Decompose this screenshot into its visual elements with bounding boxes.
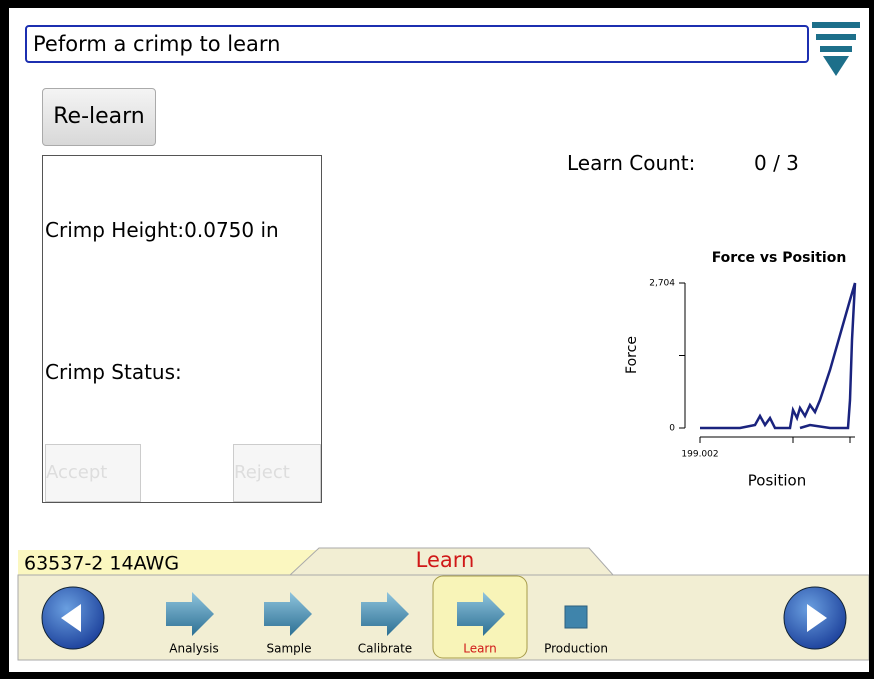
- force-chart: Force vs Position Force Position 0 2,704 1…: [624, 250, 857, 490]
- screen: Peform a crimp to learn Re-learn Crimp H…: [9, 8, 869, 672]
- step-label[interactable]: Analysis: [169, 642, 218, 656]
- y-tick-label: 2,704: [649, 279, 675, 289]
- learn-count-value: 0 / 3: [754, 151, 799, 175]
- part-label: 63537-2 14AWG: [24, 553, 179, 575]
- accept-button[interactable]: Accept: [45, 444, 141, 502]
- crimp-panel: Crimp Height:0.0750 in Crimp Status: Acc…: [42, 155, 322, 503]
- crimp-status: Crimp Status:: [45, 360, 182, 384]
- relearn-button[interactable]: Re-learn: [42, 88, 156, 146]
- y-axis-label: Force: [624, 336, 640, 374]
- step-arrows: [166, 592, 588, 636]
- x-tick-label: 199.002: [681, 450, 718, 460]
- bottom-bar: 63537-2 14AWG Learn Analysis Sample Cali…: [17, 547, 869, 661]
- crimp-height: Crimp Height:0.0750 in: [45, 218, 279, 242]
- chart-title: Force vs Position: [712, 250, 847, 266]
- reject-button[interactable]: Reject: [233, 444, 321, 502]
- step-label[interactable]: Production: [544, 642, 608, 656]
- menu-icon[interactable]: [810, 20, 862, 78]
- prompt-field[interactable]: Peform a crimp to learn: [25, 25, 809, 63]
- current-tab: Learn: [416, 548, 475, 572]
- step-label[interactable]: Calibrate: [358, 642, 412, 656]
- x-axis-label: Position: [748, 472, 806, 490]
- force-line: [700, 282, 857, 430]
- y-tick-label: 0: [669, 424, 675, 434]
- step-label[interactable]: Sample: [267, 642, 312, 656]
- step-label[interactable]: Learn: [463, 642, 497, 656]
- learn-count-label: Learn Count:: [567, 151, 696, 175]
